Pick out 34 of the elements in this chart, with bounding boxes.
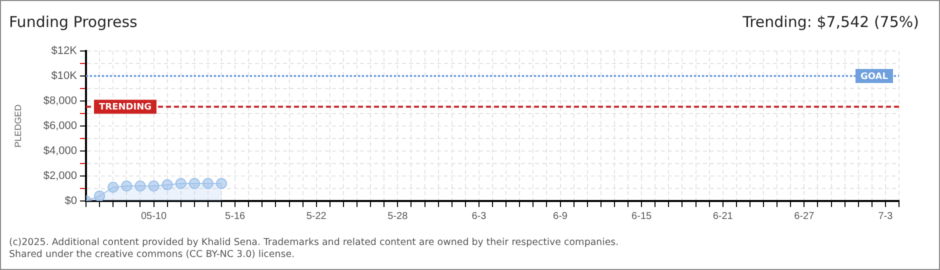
y-axis-title: PLEDGED (12, 104, 23, 148)
point (216, 178, 227, 189)
point (108, 182, 119, 193)
point (148, 180, 160, 192)
point (162, 179, 173, 190)
x-tick-label: 5-22 (306, 210, 327, 222)
ref-line-label: TRENDING (99, 102, 152, 113)
text: Shared under the creative commons (CC BY-NC 3.0) license. (9, 249, 296, 261)
point (188, 178, 200, 189)
point (121, 180, 132, 192)
ref-line-label: GOAL (860, 72, 888, 82)
point (175, 178, 186, 189)
y-tick-label: $10K (51, 70, 78, 82)
point (134, 180, 146, 192)
y-tick-label: $12K (51, 45, 78, 58)
chart-title: Funding Progress (9, 13, 138, 31)
x-tick-label: 6-21 (712, 210, 734, 222)
y-tick-label: $2,000 (43, 170, 77, 182)
x-tick-label: 05-10 (140, 210, 167, 222)
chart-subtitle: Trending: $7,542 (75%) (742, 13, 919, 31)
x-tick-label: 5-28 (388, 210, 408, 222)
x-tick-label: 6-9 (553, 210, 568, 222)
y-tick-label: $4,000 (43, 145, 77, 158)
x-tick-label: 6-3 (472, 210, 487, 222)
point (202, 178, 214, 189)
y-tick-label: $0 (64, 195, 77, 208)
x-tick-label: 6-27 (794, 210, 815, 222)
y-tick-label: $8,000 (43, 95, 77, 108)
point (94, 190, 106, 201)
x-tick-label: 6-15 (632, 210, 652, 222)
y-tick-label: $6,000 (43, 120, 77, 132)
x-tick-label: 5-16 (225, 210, 246, 222)
x-tick-label: 7-3 (878, 210, 894, 222)
text: (c)2025. Additional content provided by Khalid Sena. Trademarks and related content are owned by their respective companies. (9, 237, 619, 249)
